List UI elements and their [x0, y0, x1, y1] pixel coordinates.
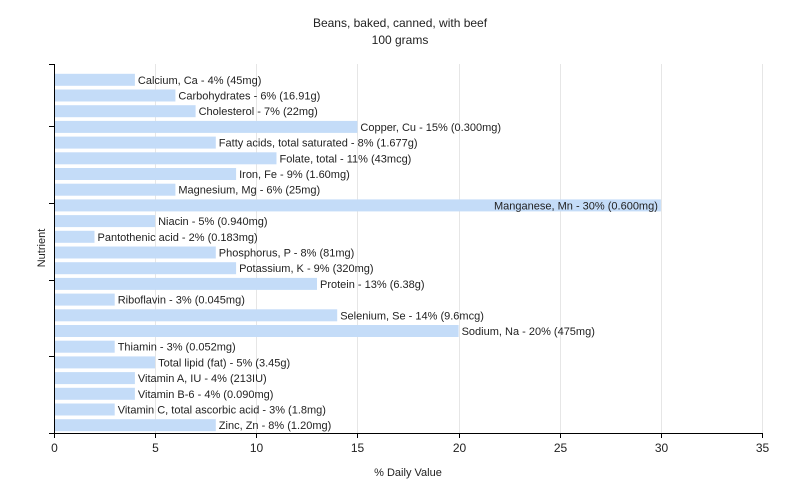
bar-label: Manganese, Mn - 30% (0.600mg): [494, 200, 658, 212]
bar: [55, 89, 176, 102]
bar: [55, 293, 115, 306]
bar-label: Thiamin - 3% (0.052mg): [118, 342, 236, 354]
bars: Calcium, Ca - 4% (45mg) Carbohydrates - 6…: [55, 73, 661, 432]
axes: 0 5 10 15 20 25 30 35: [49, 64, 769, 455]
bar: [55, 325, 459, 337]
bar: [55, 309, 338, 322]
bar-label: Vitamin A, IU - 4% (213IU): [138, 373, 267, 385]
x-axis-label: % Daily Value: [374, 467, 442, 479]
bar-label: Vitamin C, total ascorbic acid - 3% (1.8…: [118, 405, 326, 417]
bar: [55, 372, 135, 385]
bar-label: Sodium, Na - 20% (475mg): [462, 326, 595, 338]
bar-label: Protein - 13% (6.38g): [320, 279, 425, 291]
bar-label: Cholesterol - 7% (22mg): [199, 106, 318, 118]
bar: [55, 419, 216, 432]
bar-label: Riboflavin - 3% (0.045mg): [118, 295, 245, 307]
chart-subtitle: 100 grams: [372, 33, 429, 47]
bar: [55, 183, 176, 196]
x-tick-label: 5: [152, 441, 159, 455]
bar-label: Fatty acids, total saturated - 8% (1.677…: [219, 138, 418, 150]
bar: [55, 246, 216, 259]
bar: [55, 262, 237, 275]
bar: [55, 168, 237, 180]
bar: [55, 73, 135, 86]
bar-label: Iron, Fe - 9% (1.60mg): [239, 169, 350, 181]
bar: [55, 105, 196, 118]
x-tick-label: 15: [351, 441, 365, 455]
bar: [55, 340, 115, 353]
y-axis-label: Nutrient: [36, 229, 48, 268]
bar-label: Magnesium, Mg - 6% (25mg): [178, 185, 320, 197]
bar: [55, 120, 358, 133]
bar: [55, 403, 115, 416]
bar-label: Phosphorus, P - 8% (81mg): [219, 248, 355, 260]
bar-label: Vitamin B-6 - 4% (0.090mg): [138, 389, 274, 401]
bar-label: Total lipid (fat) - 5% (3.45g): [158, 357, 290, 369]
bar-label: Selenium, Se - 14% (9.6mcg): [340, 310, 484, 322]
chart-title: Beans, baked, canned, with beef: [313, 16, 488, 30]
bar-label: Niacin - 5% (0.940mg): [158, 216, 267, 228]
bar-label: Carbohydrates - 6% (16.91g): [178, 91, 320, 103]
x-tick-label: 10: [250, 441, 264, 455]
bar-label: Calcium, Ca - 4% (45mg): [138, 75, 261, 87]
x-tick-label: 25: [554, 441, 568, 455]
bar: [55, 152, 277, 165]
x-tick-label: 0: [51, 441, 58, 455]
bar-label: Pantothenic acid - 2% (0.183mg): [98, 232, 258, 244]
x-tick-label: 30: [655, 441, 669, 455]
bar: [55, 215, 156, 228]
bar-label: Potassium, K - 9% (320mg): [239, 263, 374, 275]
bar: [55, 356, 156, 369]
bar: [55, 199, 661, 212]
bar: [55, 277, 317, 290]
x-tick-label: 20: [453, 441, 467, 455]
bar: [55, 387, 135, 400]
bar: [55, 136, 216, 149]
bar-label: Copper, Cu - 15% (0.300mg): [360, 122, 501, 134]
bar: [55, 230, 95, 243]
bar-label: Folate, total - 11% (43mcg): [280, 153, 412, 165]
x-tick-label: 35: [756, 441, 770, 455]
bar-label: Zinc, Zn - 8% (1.20mg): [219, 420, 331, 432]
